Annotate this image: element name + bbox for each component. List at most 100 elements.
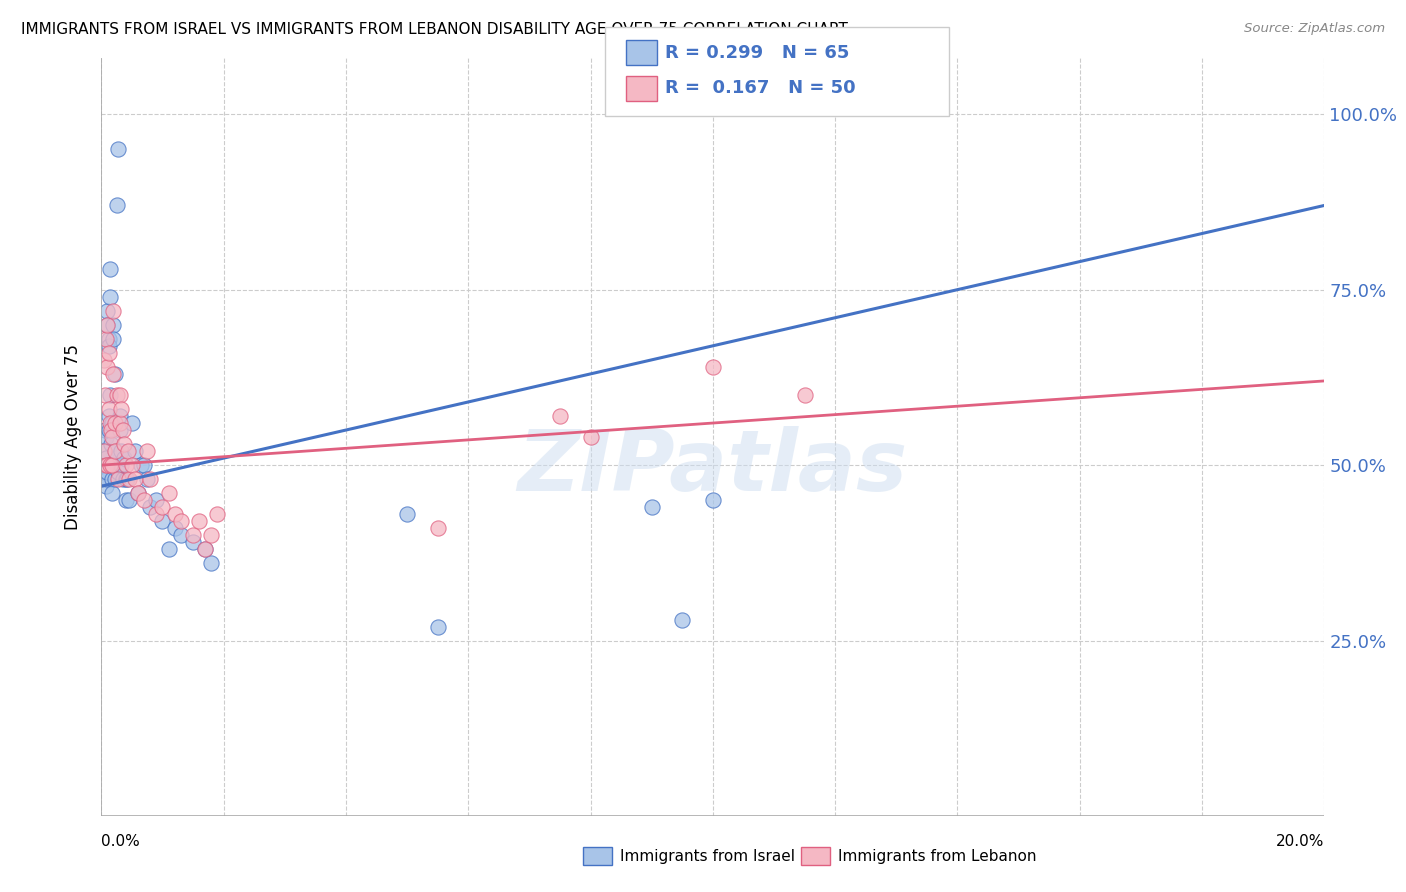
Point — [152, 514, 174, 528]
Text: Source: ZipAtlas.com: Source: ZipAtlas.com — [1244, 22, 1385, 36]
Point — [793, 388, 815, 402]
Point — [103, 303, 125, 318]
Point — [121, 416, 143, 430]
Point — [100, 416, 122, 430]
Point — [426, 521, 449, 535]
Point — [98, 261, 121, 276]
Point — [94, 423, 117, 437]
Point — [108, 416, 131, 430]
Point — [98, 402, 121, 417]
Text: Immigrants from Lebanon: Immigrants from Lebanon — [838, 849, 1036, 863]
Point — [157, 542, 180, 557]
Point — [97, 332, 120, 346]
Point — [94, 430, 117, 444]
Point — [200, 528, 222, 542]
Point — [136, 472, 159, 486]
Point — [104, 444, 127, 458]
Point — [163, 508, 186, 522]
Point — [114, 493, 136, 508]
Point — [114, 437, 136, 451]
Y-axis label: Disability Age Over 75: Disability Age Over 75 — [65, 344, 83, 530]
Point — [702, 493, 724, 508]
Point — [105, 198, 128, 212]
Point — [200, 557, 222, 571]
Text: 0.0%: 0.0% — [101, 834, 141, 849]
Point — [163, 521, 186, 535]
Point — [145, 493, 167, 508]
Point — [115, 472, 138, 486]
Point — [100, 416, 122, 430]
Point — [132, 458, 155, 472]
Point — [97, 346, 120, 360]
Point — [170, 514, 193, 528]
Point — [132, 493, 155, 508]
Point — [114, 458, 136, 472]
Point — [98, 423, 121, 437]
Point — [107, 465, 129, 479]
Text: 20.0%: 20.0% — [1277, 834, 1324, 849]
Point — [127, 486, 149, 500]
Text: IMMIGRANTS FROM ISRAEL VS IMMIGRANTS FROM LEBANON DISABILITY AGE OVER 75 CORRELA: IMMIGRANTS FROM ISRAEL VS IMMIGRANTS FRO… — [21, 22, 848, 37]
Point — [97, 339, 120, 353]
Point — [101, 472, 124, 486]
Point — [194, 542, 217, 557]
Point — [114, 472, 136, 486]
Point — [91, 472, 114, 486]
Point — [118, 472, 141, 486]
Point — [129, 458, 152, 472]
Point — [94, 332, 117, 346]
Point — [100, 423, 122, 437]
Point — [105, 458, 128, 472]
Point — [396, 508, 419, 522]
Point — [108, 409, 131, 423]
Point — [110, 402, 132, 417]
Text: R =  0.167   N = 50: R = 0.167 N = 50 — [665, 79, 856, 97]
Point — [103, 318, 125, 332]
Point — [96, 359, 118, 374]
Point — [139, 472, 162, 486]
Point — [103, 332, 125, 346]
Point — [98, 458, 121, 472]
Point — [100, 430, 122, 444]
Point — [426, 619, 449, 633]
Point — [157, 486, 180, 500]
Point — [170, 528, 193, 542]
Point — [124, 444, 146, 458]
Point — [181, 535, 204, 549]
Point — [101, 458, 124, 472]
Point — [96, 303, 118, 318]
Point — [136, 444, 159, 458]
Point — [93, 458, 115, 472]
Point — [100, 458, 122, 472]
Point — [641, 500, 664, 515]
Point — [94, 479, 117, 493]
Point — [101, 486, 124, 500]
Point — [139, 500, 162, 515]
Point — [108, 423, 131, 437]
Point — [111, 472, 134, 486]
Point — [110, 444, 132, 458]
Point — [94, 465, 117, 479]
Point — [121, 458, 143, 472]
Point — [94, 451, 117, 466]
Point — [103, 367, 125, 381]
Point — [118, 493, 141, 508]
Point — [104, 444, 127, 458]
Point — [194, 542, 217, 557]
Point — [104, 472, 127, 486]
Point — [104, 416, 127, 430]
Point — [112, 451, 135, 466]
Point — [93, 444, 115, 458]
Point — [579, 430, 602, 444]
Text: ZIPatlas: ZIPatlas — [517, 425, 908, 509]
Point — [107, 472, 129, 486]
Point — [108, 388, 131, 402]
Point — [111, 423, 134, 437]
Point — [96, 458, 118, 472]
Point — [96, 318, 118, 332]
Point — [93, 444, 115, 458]
Point — [98, 388, 121, 402]
Point — [103, 458, 125, 472]
Point — [94, 458, 117, 472]
Text: Immigrants from Israel: Immigrants from Israel — [620, 849, 794, 863]
